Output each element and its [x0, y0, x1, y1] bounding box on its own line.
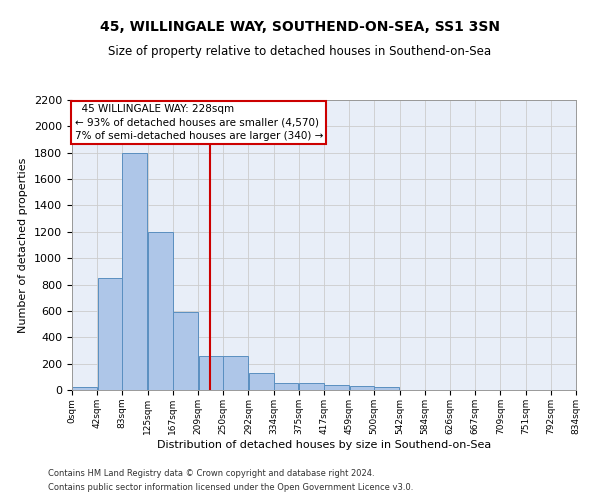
Bar [173, 312, 198, 390]
Text: 45, WILLINGALE WAY, SOUTHEND-ON-SEA, SS1 3SN: 45, WILLINGALE WAY, SOUTHEND-ON-SEA, SS1… [100, 20, 500, 34]
Text: Size of property relative to detached houses in Southend-on-Sea: Size of property relative to detached ho… [109, 45, 491, 58]
Bar [249, 373, 274, 390]
Bar [98, 278, 122, 390]
X-axis label: Distribution of detached houses by size in Southend-on-Sea: Distribution of detached houses by size … [157, 440, 491, 450]
Y-axis label: Number of detached properties: Number of detached properties [19, 158, 28, 332]
Text: 45 WILLINGALE WAY: 228sqm  
← 93% of detached houses are smaller (4,570)
7% of s: 45 WILLINGALE WAY: 228sqm ← 93% of detac… [74, 104, 323, 141]
Text: Contains public sector information licensed under the Open Government Licence v3: Contains public sector information licen… [48, 484, 413, 492]
Bar [324, 386, 349, 390]
Bar [274, 384, 298, 390]
Text: Contains HM Land Registry data © Crown copyright and database right 2024.: Contains HM Land Registry data © Crown c… [48, 468, 374, 477]
Bar [374, 388, 399, 390]
Bar [299, 384, 324, 390]
Bar [350, 386, 374, 390]
Bar [122, 152, 147, 390]
Bar [199, 356, 223, 390]
Bar [148, 232, 173, 390]
Bar [223, 356, 248, 390]
Bar [72, 386, 97, 390]
